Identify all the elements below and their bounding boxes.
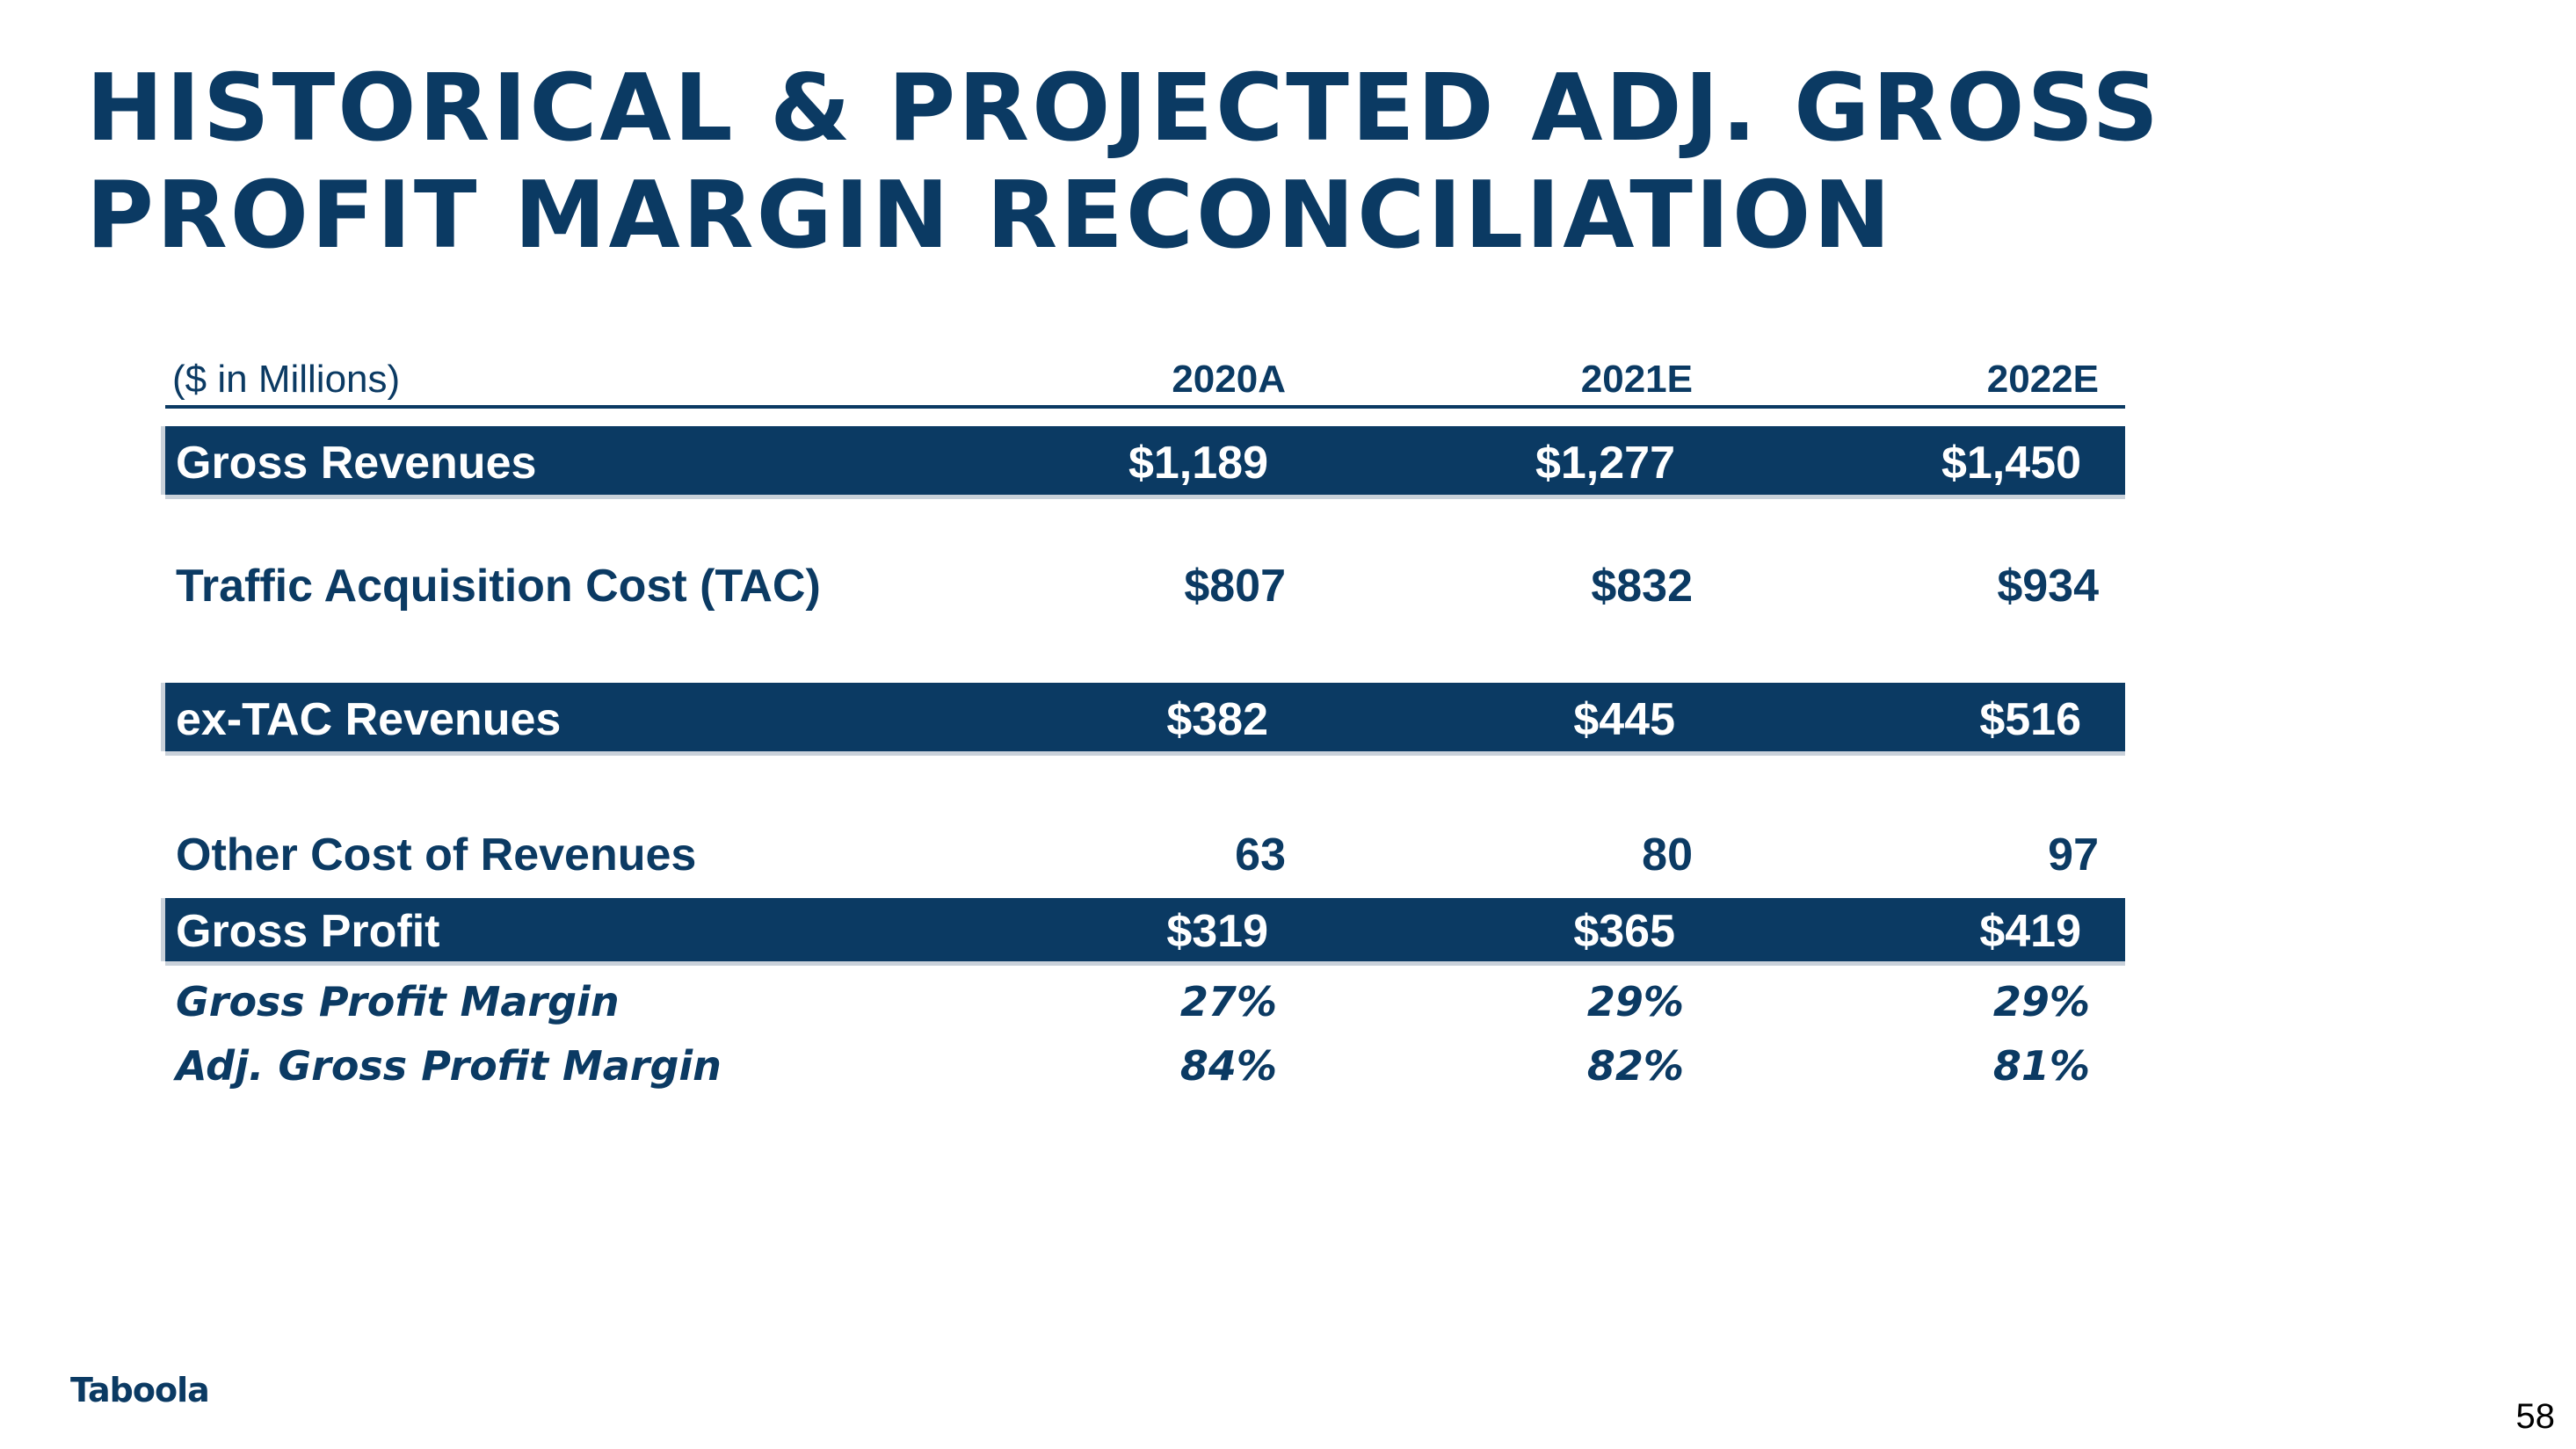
cell-2020a: 63 xyxy=(1235,830,1286,880)
table-row-adj-gross-profit-margin: Adj. Gross Profit Margin 84% 82% 81% xyxy=(165,1039,2125,1095)
table-row-ex-tac-revenues: ex-TAC Revenues $382 $445 $516 xyxy=(165,683,2125,751)
cell-2020a: $807 xyxy=(1184,561,1286,612)
cell-2021e: $832 xyxy=(1591,561,1693,612)
column-header-2022e: 2022E xyxy=(1986,358,2099,401)
cell-2021e: 29% xyxy=(1586,978,1684,1025)
column-header-2021e: 2021E xyxy=(1580,358,1693,401)
row-label: Gross Revenues xyxy=(176,438,537,489)
cell-2021e: 80 xyxy=(1642,830,1693,880)
slide-title: HISTORICAL & PROJECTED ADJ. GROSS PROFIT… xyxy=(86,54,2371,269)
column-header-2020a: 2020A xyxy=(1172,358,1286,401)
cell-2022e: $419 xyxy=(1979,906,2081,957)
slide-title-line-2: PROFIT MARGIN RECONCILIATION xyxy=(86,162,1894,269)
cell-2020a: $382 xyxy=(1166,694,1268,745)
cell-2020a: $1,189 xyxy=(1128,438,1268,489)
cell-2022e: $1,450 xyxy=(1941,438,2081,489)
table-row-gross-revenues: Gross Revenues $1,189 $1,277 $1,450 xyxy=(165,426,2125,495)
row-label: Gross Profit xyxy=(176,906,440,957)
table-row-gross-profit: Gross Profit $319 $365 $419 xyxy=(165,898,2125,961)
cell-2021e: $1,277 xyxy=(1535,438,1675,489)
cell-2020a: $319 xyxy=(1166,906,1268,957)
cell-2022e: 29% xyxy=(1992,978,2090,1025)
page-number: 58 xyxy=(2515,1397,2556,1436)
row-label: Other Cost of Revenues xyxy=(176,830,697,880)
row-label: Adj. Gross Profit Margin xyxy=(176,1042,722,1090)
taboola-logo: Taboola xyxy=(70,1371,210,1409)
cell-2021e: $445 xyxy=(1573,694,1675,745)
cell-2022e: $934 xyxy=(1997,561,2099,612)
cell-2021e: $365 xyxy=(1573,906,1675,957)
table-row-gross-profit-margin: Gross Profit Margin 27% 29% 29% xyxy=(165,974,2125,1031)
cell-2022e: 97 xyxy=(2048,830,2099,880)
table-row-other-cost-of-revenues: Other Cost of Revenues 63 80 97 xyxy=(165,820,2125,888)
cell-2020a: 84% xyxy=(1179,1042,1277,1090)
row-label: ex-TAC Revenues xyxy=(176,694,562,745)
row-label: Traffic Acquisition Cost (TAC) xyxy=(176,561,821,612)
cell-2020a: 27% xyxy=(1179,978,1277,1025)
row-label: Gross Profit Margin xyxy=(176,978,620,1025)
cell-2021e: 82% xyxy=(1586,1042,1684,1090)
reconciliation-table: ($ in Millions) 2020A 2021E 2022E Gross … xyxy=(165,338,2125,1090)
slide-title-line-1: HISTORICAL & PROJECTED ADJ. GROSS xyxy=(86,54,2162,162)
cell-2022e: $516 xyxy=(1979,694,2081,745)
units-label: ($ in Millions) xyxy=(172,358,401,401)
cell-2022e: 81% xyxy=(1992,1042,2090,1090)
table-header: ($ in Millions) 2020A 2021E 2022E xyxy=(165,338,2125,409)
table-row-tac: Traffic Acquisition Cost (TAC) $807 $832… xyxy=(165,549,2125,618)
